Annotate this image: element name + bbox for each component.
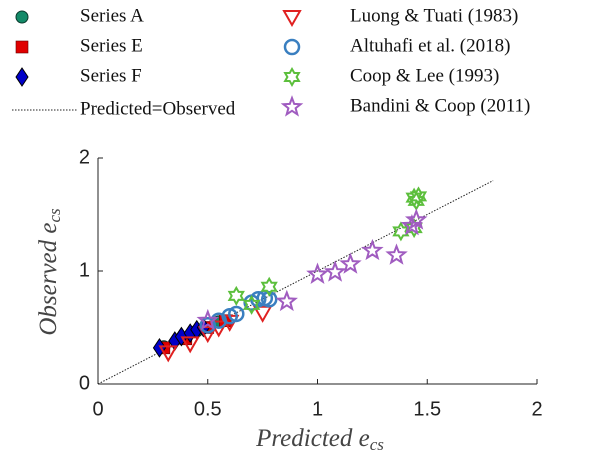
data-point xyxy=(400,213,424,236)
y-axis-label: Observed ecs xyxy=(35,208,64,336)
x-tick-label: 1 xyxy=(312,398,323,420)
data-point xyxy=(196,308,219,331)
data-point xyxy=(260,276,278,297)
legend-marker xyxy=(15,10,29,24)
data-point xyxy=(339,252,362,274)
legend-marker xyxy=(280,95,304,117)
legend-label: Coop & Lee (1993) xyxy=(350,65,499,86)
legend-marker xyxy=(283,38,301,56)
legend-label: Luong & Tuati (1983) xyxy=(350,5,518,26)
data-point xyxy=(198,326,218,344)
legend-marker xyxy=(283,66,301,88)
data-point xyxy=(361,238,384,261)
data-point xyxy=(323,260,347,282)
data-point xyxy=(228,305,245,323)
data-point xyxy=(242,294,261,315)
x-label-text: Predicted e xyxy=(255,425,370,452)
legend-label: Predicted=Observed xyxy=(80,98,236,119)
data-point xyxy=(260,291,278,308)
data-point xyxy=(158,345,178,363)
legend-label: Altuhafi et al. (2018) xyxy=(350,35,510,56)
y-tick-label: 0 xyxy=(79,372,90,394)
legend-label: Series E xyxy=(80,35,143,56)
x-tick-label: 0 xyxy=(92,398,103,420)
legend-marker xyxy=(15,40,29,54)
x-axis-label: Predicted ecs xyxy=(255,425,384,454)
data-point xyxy=(152,337,167,358)
y-tick-label: 2 xyxy=(79,146,90,168)
legend-marker xyxy=(15,67,29,87)
data-point xyxy=(306,262,329,285)
legend-marker xyxy=(282,10,302,28)
data-point xyxy=(275,289,298,312)
legend-label: Series A xyxy=(80,5,144,26)
x-tick-label: 2 xyxy=(531,398,542,420)
y-tick-label: 1 xyxy=(79,259,90,281)
y-label-subscript: cs xyxy=(45,208,64,223)
y-label-text: Observed e xyxy=(35,223,62,336)
reference-line xyxy=(97,180,494,385)
legend-label: Bandini & Coop (2011) xyxy=(350,95,530,116)
x-label-subscript: cs xyxy=(370,435,385,454)
data-point xyxy=(385,243,408,265)
x-tick-label: 0.5 xyxy=(194,398,222,420)
data-point xyxy=(404,208,428,230)
x-tick-label: 1.5 xyxy=(413,398,441,420)
data-point xyxy=(252,305,273,323)
legend-label: Series F xyxy=(80,65,142,86)
data-point xyxy=(180,336,200,354)
data-point xyxy=(227,285,245,306)
